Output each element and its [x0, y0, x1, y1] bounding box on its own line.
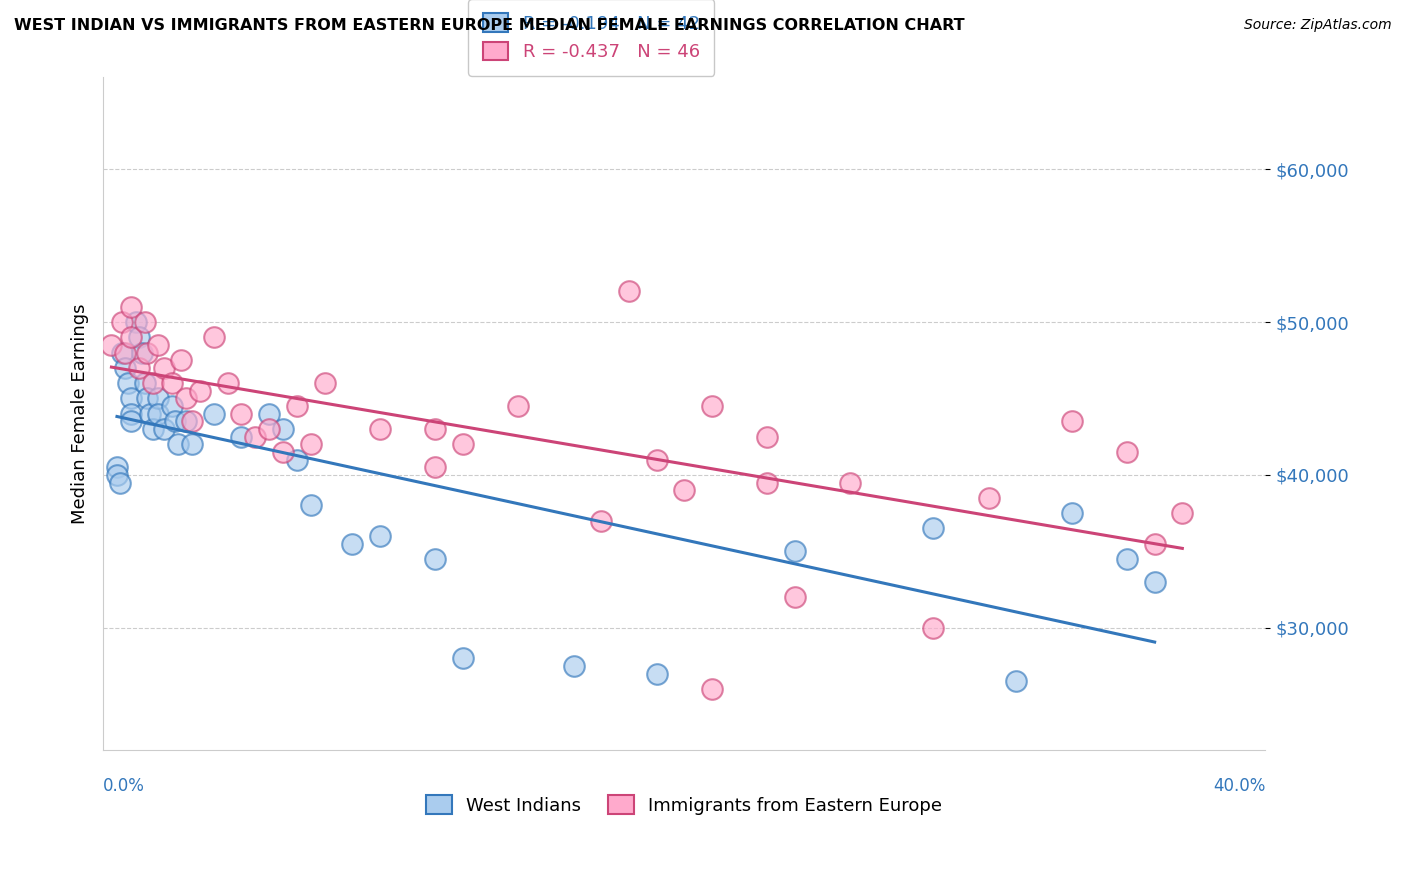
- Point: [148, 407, 170, 421]
- Point: [231, 407, 253, 421]
- Point: [700, 681, 723, 696]
- Point: [299, 499, 322, 513]
- Point: [134, 315, 156, 329]
- Point: [1116, 445, 1139, 459]
- Point: [1116, 552, 1139, 566]
- Point: [1005, 674, 1028, 689]
- Point: [271, 445, 294, 459]
- Point: [169, 353, 191, 368]
- Point: [128, 360, 150, 375]
- Point: [105, 460, 128, 475]
- Point: [257, 407, 280, 421]
- Legend: West Indians, Immigrants from Eastern Europe: West Indians, Immigrants from Eastern Eu…: [419, 788, 949, 822]
- Point: [111, 345, 134, 359]
- Point: [756, 430, 779, 444]
- Point: [153, 422, 176, 436]
- Point: [105, 467, 128, 482]
- Point: [142, 422, 165, 436]
- Point: [271, 422, 294, 436]
- Point: [162, 376, 184, 391]
- Point: [756, 475, 779, 490]
- Point: [174, 392, 197, 406]
- Point: [100, 338, 122, 352]
- Point: [451, 437, 474, 451]
- Point: [1060, 506, 1083, 520]
- Point: [922, 621, 945, 635]
- Point: [148, 392, 170, 406]
- Point: [162, 399, 184, 413]
- Point: [425, 552, 447, 566]
- Point: [673, 483, 696, 498]
- Point: [1143, 537, 1166, 551]
- Point: [108, 475, 131, 490]
- Point: [783, 591, 806, 605]
- Point: [922, 521, 945, 535]
- Point: [142, 376, 165, 391]
- Point: [617, 285, 640, 299]
- Point: [139, 407, 162, 421]
- Point: [180, 414, 202, 428]
- Point: [368, 529, 391, 543]
- Point: [231, 430, 253, 444]
- Point: [117, 376, 139, 391]
- Point: [166, 437, 188, 451]
- Point: [257, 422, 280, 436]
- Point: [174, 414, 197, 428]
- Point: [114, 345, 136, 359]
- Point: [180, 437, 202, 451]
- Point: [451, 651, 474, 665]
- Point: [165, 414, 187, 428]
- Point: [425, 460, 447, 475]
- Point: [645, 666, 668, 681]
- Point: [1060, 414, 1083, 428]
- Text: Source: ZipAtlas.com: Source: ZipAtlas.com: [1244, 18, 1392, 32]
- Point: [125, 315, 148, 329]
- Point: [285, 399, 308, 413]
- Y-axis label: Median Female Earnings: Median Female Earnings: [72, 303, 89, 524]
- Text: 0.0%: 0.0%: [103, 777, 145, 795]
- Point: [111, 315, 134, 329]
- Point: [368, 422, 391, 436]
- Point: [591, 514, 613, 528]
- Point: [839, 475, 862, 490]
- Point: [285, 452, 308, 467]
- Point: [645, 452, 668, 467]
- Point: [299, 437, 322, 451]
- Point: [188, 384, 211, 398]
- Point: [136, 392, 159, 406]
- Point: [114, 360, 136, 375]
- Point: [153, 360, 176, 375]
- Text: 40.0%: 40.0%: [1213, 777, 1265, 795]
- Point: [148, 338, 170, 352]
- Point: [1143, 574, 1166, 589]
- Point: [120, 392, 142, 406]
- Point: [136, 345, 159, 359]
- Point: [977, 491, 1000, 505]
- Point: [217, 376, 239, 391]
- Point: [245, 430, 267, 444]
- Point: [120, 407, 142, 421]
- Point: [120, 330, 142, 344]
- Point: [562, 659, 585, 673]
- Point: [508, 399, 530, 413]
- Point: [202, 407, 225, 421]
- Point: [700, 399, 723, 413]
- Point: [120, 414, 142, 428]
- Point: [128, 330, 150, 344]
- Text: WEST INDIAN VS IMMIGRANTS FROM EASTERN EUROPE MEDIAN FEMALE EARNINGS CORRELATION: WEST INDIAN VS IMMIGRANTS FROM EASTERN E…: [14, 18, 965, 33]
- Point: [314, 376, 336, 391]
- Point: [783, 544, 806, 558]
- Point: [131, 345, 153, 359]
- Point: [1171, 506, 1194, 520]
- Point: [120, 300, 142, 314]
- Point: [202, 330, 225, 344]
- Point: [340, 537, 363, 551]
- Point: [425, 422, 447, 436]
- Point: [134, 376, 156, 391]
